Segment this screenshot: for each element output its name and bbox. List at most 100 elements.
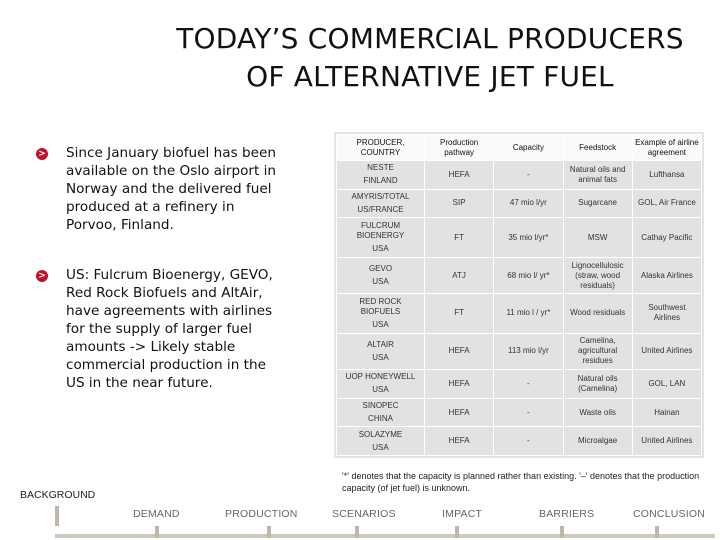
cell-capacity: - — [493, 160, 564, 190]
table-row: AMYRIS/TOTAL US/FRANCE SIP 47 mio l/yr Sugar… — [336, 188, 703, 219]
cell-capacity: - — [493, 369, 564, 399]
current-section-label: BACKGROUND — [20, 489, 96, 501]
cell-pathway: HEFA — [423, 426, 495, 456]
cell-capacity: 113 mio l/yr — [493, 332, 564, 371]
table-header-row: PRODUCER, COUNTRY Production pathway Cap… — [336, 134, 703, 161]
nav-marker-current — [55, 506, 59, 526]
cell-feedstock: Natural oils (Camelina) — [562, 369, 633, 399]
header-feedstock: Feedstock — [562, 134, 633, 161]
nav-marker — [655, 526, 659, 538]
cell-airline: Lufthansa — [631, 160, 703, 190]
producers-table-container: PRODUCER, COUNTRY Production pathway Cap… — [334, 132, 704, 458]
producer-country: USA — [372, 319, 389, 329]
cell-airline: Cathay Pacific — [631, 217, 703, 258]
cell-producer: SOLAZYME USA — [336, 426, 425, 456]
producer-country: FINLAND — [363, 176, 398, 186]
cell-producer: UOP HONEYWELL USA — [336, 369, 425, 399]
cell-pathway: SIP — [423, 188, 495, 219]
cell-feedstock: Microalgae — [562, 426, 633, 456]
producer-country: USA — [372, 352, 389, 362]
cell-producer: NESTE FINLAND — [336, 160, 425, 190]
cell-capacity: - — [493, 397, 564, 428]
nav-scenarios[interactable]: SCENARIOS — [332, 508, 396, 520]
producer-country: US/FRANCE — [357, 204, 404, 214]
producer-name: RED ROCK BIOFUELS — [359, 296, 402, 316]
cell-producer: RED ROCK BIOFUELS USA — [336, 293, 425, 334]
producer-name: UOP HONEYWELL — [345, 372, 416, 382]
cell-pathway: HEFA — [423, 397, 495, 428]
bullet-item: > US: Fulcrum Bioenergy, GEVO, Red Rock … — [34, 266, 284, 392]
cell-feedstock: MSW — [562, 217, 633, 258]
bullet-marker-icon: > — [36, 148, 48, 160]
producers-table: PRODUCER, COUNTRY Production pathway Cap… — [336, 134, 703, 456]
cell-pathway: HEFA — [423, 160, 495, 190]
cell-airline: GOL, Air France — [631, 188, 703, 219]
cell-feedstock: Wood residuals — [562, 293, 633, 334]
bullet-item: > Since January biofuel has been availab… — [34, 144, 284, 234]
cell-feedstock: Sugarcane — [562, 188, 633, 219]
producer-country: USA — [372, 277, 389, 286]
header-producer: PRODUCER, COUNTRY — [336, 134, 425, 161]
nav-conclusion[interactable]: CONCLUSION — [633, 508, 706, 520]
nav-demand[interactable]: DEMAND — [133, 508, 180, 520]
producer-country: USA — [372, 244, 389, 254]
producer-name: NESTE — [367, 163, 394, 173]
header-airline: Example of airline agreement — [631, 134, 703, 161]
cell-airline: United Airlines — [631, 332, 703, 371]
cell-producer: FULCRUM BIOENERGY USA — [336, 217, 425, 258]
nav-timeline-bar — [55, 534, 715, 538]
table-row: ALTAIR USA HEFA 113 mio l/yr Camelina, agric… — [336, 332, 703, 371]
cell-airline: United Airlines — [631, 426, 703, 456]
table-row: UOP HONEYWELL USA HEFA - Natural oils (Camel… — [336, 369, 703, 399]
cell-pathway: FT — [423, 293, 495, 334]
cell-producer: GEVO USA — [336, 256, 425, 295]
table-row: FULCRUM BIOENERGY USA FT 35 mio l/yr* MSW Cat… — [336, 217, 703, 258]
table-row: GEVO USA ATJ 68 mio l/ yr* Lignocellulosic (… — [336, 256, 703, 295]
cell-capacity: 47 mio l/yr — [493, 188, 564, 219]
header-pathway: Production pathway — [423, 134, 495, 161]
nav-marker — [155, 526, 159, 538]
nav-marker — [267, 526, 271, 538]
table-row: NESTE FINLAND HEFA - Natural oils and animal… — [336, 160, 703, 190]
cell-airline: GOL, LAN — [631, 369, 703, 399]
producer-name: GEVO — [368, 264, 393, 273]
header-capacity: Capacity — [493, 134, 564, 161]
slide-title: TODAY’S COMMERCIAL PRODUCERS OF ALTERNAT… — [150, 20, 710, 96]
producer-name: SOLAZYME — [358, 429, 403, 439]
cell-feedstock: Camelina, agricultural residues — [562, 332, 633, 371]
nav-marker — [355, 526, 359, 538]
cell-capacity: 35 mio l/yr* — [493, 217, 564, 258]
producer-country: USA — [372, 442, 389, 452]
cell-capacity: 11 mio l / yr* — [493, 293, 564, 334]
cell-pathway: FT — [423, 217, 495, 258]
producer-name: AMYRIS/TOTAL — [351, 191, 410, 201]
bullet-marker-icon: > — [36, 270, 48, 282]
cell-airline: Alaska Airlines — [631, 256, 703, 295]
section-navigation: DEMAND PRODUCTION SCENARIOS IMPACT BARRI… — [55, 506, 715, 540]
cell-capacity: 68 mio l/ yr* — [493, 256, 564, 295]
bullet-text: US: Fulcrum Bioenergy, GEVO, Red Rock Bi… — [66, 267, 273, 391]
cell-producer: ALTAIR USA — [336, 332, 425, 371]
producer-country: USA — [372, 385, 389, 395]
bullet-text: Since January biofuel has been available… — [66, 145, 277, 233]
title-line-2: OF ALTERNATIVE JET FUEL — [246, 60, 614, 93]
producer-name: SINOPEC — [362, 401, 399, 410]
cell-airline: Southwest Airlines — [631, 293, 703, 334]
nav-marker — [455, 526, 459, 538]
table-footnote: '*' denotes that the capacity is planned… — [342, 471, 700, 493]
cell-pathway: HEFA — [423, 332, 495, 371]
cell-feedstock: Lignocellulosic (straw, wood residuals) — [562, 256, 633, 295]
cell-pathway: ATJ — [423, 256, 495, 295]
cell-airline: Hainan — [631, 397, 703, 428]
title-line-1: TODAY’S COMMERCIAL PRODUCERS — [176, 22, 684, 55]
nav-barriers[interactable]: BARRIERS — [539, 508, 595, 520]
table-row: SINOPEC CHINA HEFA - Waste oils Hainan — [336, 397, 703, 428]
table-body: NESTE FINLAND HEFA - Natural oils and animal… — [336, 160, 703, 456]
producer-name: ALTAIR — [367, 339, 394, 349]
cell-producer: SINOPEC CHINA — [336, 397, 425, 428]
cell-feedstock: Natural oils and animal fats — [562, 160, 633, 190]
nav-production[interactable]: PRODUCTION — [225, 508, 298, 520]
cell-capacity: - — [493, 426, 564, 456]
producer-country: CHINA — [368, 414, 393, 423]
nav-impact[interactable]: IMPACT — [442, 508, 483, 520]
